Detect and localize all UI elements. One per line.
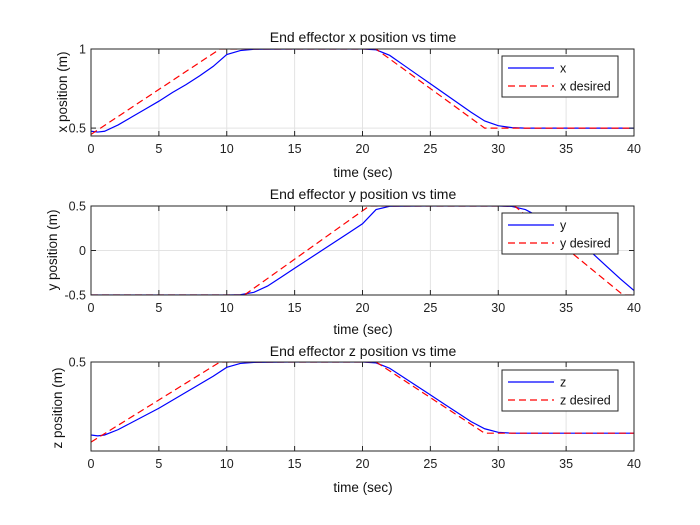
x-tick-label: 20 (356, 457, 370, 471)
x-tick-label: 5 (155, 457, 162, 471)
x-axis-label: time (sec) (333, 322, 392, 337)
y-axis-label: x position (m) (55, 51, 70, 132)
x-tick-label: 10 (220, 142, 234, 156)
x-tick-label: 40 (627, 142, 641, 156)
y-tick-label: 0.5 (69, 356, 86, 370)
x-tick-label: 30 (491, 142, 505, 156)
chart-title: End effector x position vs time (270, 29, 457, 45)
legend-box (501, 212, 619, 255)
legend-label: x desired (560, 80, 611, 94)
x-tick-label: 0 (88, 457, 95, 471)
chart-title: End effector z position vs time (270, 343, 457, 359)
legend-label: z (560, 376, 566, 390)
y-tick-label: 0.5 (69, 200, 86, 214)
legend-label: y (560, 219, 567, 233)
legend: x x desired (501, 55, 619, 98)
x-tick-label: 35 (559, 301, 573, 315)
y-axis-label: z position (m) (50, 367, 65, 448)
x-tick-label: 20 (356, 142, 370, 156)
x-tick-label: 25 (423, 142, 437, 156)
x-tick-label: 40 (627, 301, 641, 315)
x-tick-label: 25 (423, 457, 437, 471)
x-tick-label: 30 (491, 457, 505, 471)
x-tick-label: 35 (559, 457, 573, 471)
series-line-z-desired (91, 362, 634, 443)
y-tick-label: 0.5 (69, 122, 86, 136)
x-tick-label: 5 (155, 301, 162, 315)
series-line-z (91, 362, 634, 437)
x-tick-label: 30 (491, 301, 505, 315)
legend: z z desired (501, 369, 619, 412)
subplot-y-position: End effector y position vs time time (se… (45, 186, 641, 337)
y-tick-label: 0 (79, 244, 86, 258)
x-tick-label: 5 (155, 142, 162, 156)
x-axis-label: time (sec) (333, 165, 392, 180)
x-tick-label: 15 (288, 142, 302, 156)
legend-label: z desired (560, 394, 611, 408)
legend-box (501, 55, 619, 98)
x-tick-label: 35 (559, 142, 573, 156)
y-tick-label: 1 (79, 43, 86, 57)
x-tick-label: 40 (627, 457, 641, 471)
x-tick-label: 20 (356, 301, 370, 315)
legend-label: y desired (560, 237, 611, 251)
series-line-x (91, 49, 634, 133)
x-tick-label: 10 (220, 301, 234, 315)
chart-title: End effector y position vs time (270, 186, 457, 202)
x-axis-label: time (sec) (333, 480, 392, 495)
y-axis-label: y position (m) (45, 209, 60, 290)
x-tick-label: 0 (88, 142, 95, 156)
legend-box (501, 369, 619, 412)
x-tick-label: 15 (288, 457, 302, 471)
series-line-x-desired (91, 49, 634, 135)
legend-label: x (560, 62, 567, 76)
x-tick-label: 25 (423, 301, 437, 315)
subplot-x-position: End effector x position vs time time (se… (55, 29, 641, 180)
x-tick-label: 10 (220, 457, 234, 471)
x-tick-label: 15 (288, 301, 302, 315)
y-tick-label: -0.5 (64, 289, 86, 303)
subplot-z-position: End effector z position vs time time (se… (50, 343, 641, 495)
x-tick-label: 0 (88, 301, 95, 315)
legend: y y desired (501, 212, 619, 255)
